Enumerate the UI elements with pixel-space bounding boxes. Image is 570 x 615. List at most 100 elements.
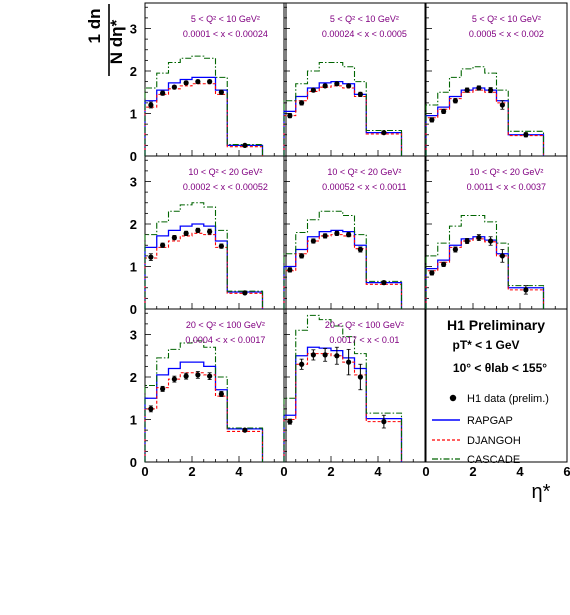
cascade-histogram [144,202,264,309]
panel-x-range: 0.0002 < x < 0.00052 [183,182,268,192]
panel-x-range: 0.0011 < x < 0.0037 [467,182,546,192]
panel-frame [283,308,426,463]
data-point [218,89,224,95]
panel-x-range: 0.0005 < x < 0.002 [469,29,544,39]
rapgap-histogram [283,229,403,309]
data-point [207,79,213,85]
data-point [195,227,201,233]
data-point [346,232,352,238]
data-point [499,253,505,259]
legend-title: H1 Preliminary [447,317,545,333]
data-point [464,238,470,244]
data-point [476,85,482,91]
data-point [488,238,494,244]
x-tick-label: 2 [327,464,334,479]
data-point [499,102,505,108]
data-point [381,280,387,286]
legend: H1 Preliminary pT* < 1 GeV 10° < θlab < … [432,317,549,466]
y-tick-labels: 0 1 2 3 0 1 2 3 0 1 2 3 [130,22,137,471]
data-point [334,81,340,87]
x-tick-label: 4 [516,464,524,479]
panel-8: 20 < Q² < 100 GeV² 0.0017 < x < 0.01 [283,312,426,463]
djangoh-histogram [283,353,403,462]
panels: 5 < Q² < 10 GeV² 0.0001 < x < 0.00024 5 < … [144,2,568,463]
y-tick-label: 1 [130,107,137,122]
data-point [242,290,248,296]
cascade-histogram [144,55,264,156]
djangoh-histogram [425,89,545,156]
data-point [357,246,363,253]
data-point [381,130,387,136]
data-point [429,270,435,276]
data-point [160,90,166,96]
data-point [148,102,154,108]
data-point [322,352,328,358]
data-point [346,359,352,365]
data-point [171,235,177,241]
legend-entry-data: H1 data (prelim.) [449,393,549,405]
data-point [195,79,201,85]
data-point [242,427,248,433]
data-point [299,361,305,367]
x-tick-label: 6 [563,464,570,479]
panel-q2-range: 5 < Q² < 10 GeV² [330,14,399,24]
data-point [334,230,340,236]
panel-q2-range: 5 < Q² < 10 GeV² [472,14,541,24]
data-point [287,267,293,273]
rapgap-histogram [425,87,545,156]
data-point [171,84,177,90]
data-point [381,419,387,425]
data-point [441,108,447,114]
data-point [310,352,316,358]
data-point [195,372,201,378]
data-point [476,235,482,241]
panel-x-range: 0.00052 < x < 0.0011 [322,182,406,192]
x-tick-label: 2 [188,464,195,479]
data-point [160,386,166,392]
panel-3: 5 < Q² < 10 GeV² 0.0005 < x < 0.002 [425,6,568,157]
djangoh-histogram [283,85,403,156]
data-point [171,376,177,382]
legend-cut-theta: 10° < θlab < 155° [453,361,547,375]
y-tick-label: 3 [130,328,137,343]
legend-cascade-label: CASCADE [467,454,520,466]
x-tick-labels: 0 2 4 0 2 4 0 2 4 6 [141,464,570,479]
y-tick-label: 3 [130,22,137,37]
data-point [441,261,447,267]
panel-q2-range: 20 < Q² < 100 GeV² [186,320,265,330]
rapgap-histogram [425,236,545,309]
data-point [310,238,316,244]
data-point [334,353,340,359]
y-axis-label-top: 1 dn [85,9,104,44]
data-point [160,242,166,248]
data-point [357,91,363,97]
data-point [207,373,213,379]
data-point [242,142,248,148]
data-point [148,406,154,412]
data-point [218,391,224,397]
rapgap-histogram [144,361,264,462]
legend-djangoh-label: DJANGOH [467,435,521,447]
legend-entry-rapgap: RAPGAP [432,415,513,427]
djangoh-histogram [144,83,264,156]
y-tick-label: 1 [130,260,137,275]
panel-q2-range: 10 < Q² < 20 GeV² [469,167,543,177]
panel-q2-range: 10 < Q² < 20 GeV² [188,167,262,177]
panel-6: 10 < Q² < 20 GeV² 0.0011 < x < 0.0037 [425,159,568,310]
data-point [464,87,470,93]
y-tick-label: 2 [130,217,137,232]
panel-x-range: 0.00024 < x < 0.0005 [322,29,407,39]
panel-x-range: 0.0001 < x < 0.00024 [183,29,268,39]
data-point [183,230,189,236]
djangoh-histogram [144,232,264,309]
panel-2: 5 < Q² < 10 GeV² 0.00024 < x < 0.0005 [283,6,426,157]
panel-q2-range: 20 < Q² < 100 GeV² [325,320,404,330]
data-point [523,287,529,293]
data-point [346,83,352,89]
panel-x-range: 0.0017 < x < 0.01 [329,335,399,345]
y-tick-label: 0 [130,455,137,470]
panel-7: 20 < Q² < 100 GeV² 0.0004 < x < 0.0017 [144,312,287,463]
data-point [322,233,328,239]
x-tick-label: 4 [235,464,243,479]
